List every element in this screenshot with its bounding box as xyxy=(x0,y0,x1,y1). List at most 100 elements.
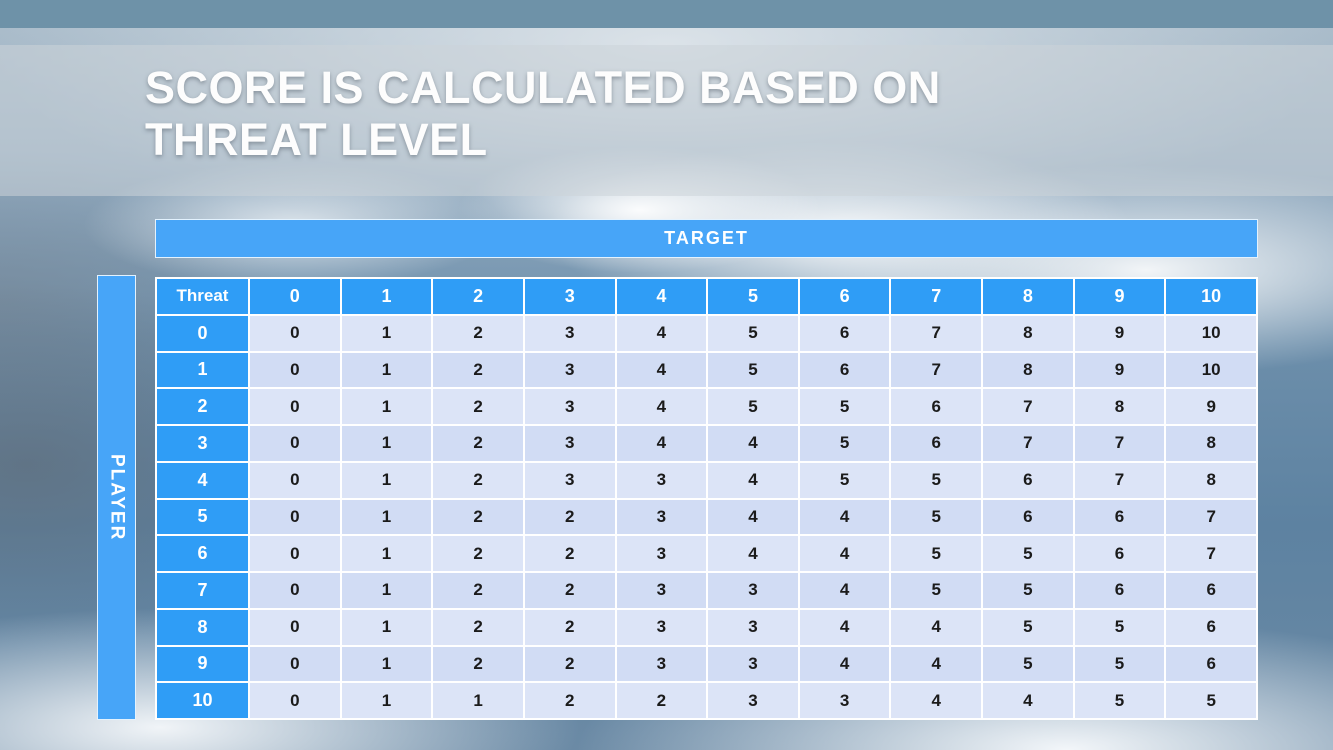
score-cell: 2 xyxy=(433,352,523,388)
player-row-header: 0 xyxy=(157,315,248,351)
score-cell: 3 xyxy=(616,462,707,498)
score-cell: 6 xyxy=(1074,499,1165,535)
target-column-header: 6 xyxy=(799,279,890,314)
score-cell: 4 xyxy=(799,536,890,571)
score-cell: 6 xyxy=(799,352,890,388)
score-cell: 2 xyxy=(433,536,523,571)
score-cell: 8 xyxy=(1166,426,1256,461)
score-cell: 3 xyxy=(524,389,615,424)
score-cell: 8 xyxy=(1074,389,1165,424)
score-cell: 6 xyxy=(1074,573,1165,608)
score-cell: 6 xyxy=(1166,609,1256,645)
score-cell: 3 xyxy=(708,609,798,645)
score-cell: 5 xyxy=(891,462,982,498)
score-cell: 1 xyxy=(341,683,432,718)
score-cell: 6 xyxy=(983,499,1073,535)
score-cell: 6 xyxy=(983,462,1073,498)
target-column-header: 10 xyxy=(1166,279,1256,314)
score-cell: 2 xyxy=(524,646,615,682)
target-column-header: 9 xyxy=(1074,279,1165,314)
score-cell: 4 xyxy=(891,683,982,718)
score-cell: 3 xyxy=(708,683,798,718)
score-cell: 4 xyxy=(616,352,707,388)
score-cell: 5 xyxy=(983,573,1073,608)
score-cell: 5 xyxy=(1074,609,1165,645)
score-cell: 7 xyxy=(983,389,1073,424)
score-cell: 2 xyxy=(524,609,615,645)
score-cell: 10 xyxy=(1166,352,1256,388)
score-cell: 0 xyxy=(250,536,340,571)
score-cell: 9 xyxy=(1074,315,1165,351)
score-cell: 0 xyxy=(250,646,340,682)
score-cell: 1 xyxy=(341,609,432,645)
score-cell: 9 xyxy=(1166,389,1256,424)
score-cell: 10 xyxy=(1166,315,1256,351)
score-cell: 5 xyxy=(708,389,798,424)
player-row-header: 6 xyxy=(157,536,248,571)
score-cell: 0 xyxy=(250,426,340,461)
score-cell: 4 xyxy=(799,609,890,645)
score-cell: 4 xyxy=(708,426,798,461)
score-cell: 0 xyxy=(250,315,340,351)
player-row-header: 5 xyxy=(157,499,248,535)
score-cell: 3 xyxy=(616,536,707,571)
title-line-2: THREAT LEVEL xyxy=(145,114,488,166)
score-cell: 1 xyxy=(341,462,432,498)
target-column-header: 1 xyxy=(341,279,432,314)
score-cell: 2 xyxy=(524,536,615,571)
score-cell: 1 xyxy=(341,646,432,682)
score-cell: 4 xyxy=(799,646,890,682)
score-cell: 1 xyxy=(341,389,432,424)
score-cell: 3 xyxy=(616,573,707,608)
score-cell: 5 xyxy=(1074,646,1165,682)
score-cell: 5 xyxy=(983,609,1073,645)
player-row-header: 9 xyxy=(157,646,248,682)
target-column-header: 0 xyxy=(250,279,340,314)
score-cell: 3 xyxy=(524,462,615,498)
score-cell: 3 xyxy=(708,573,798,608)
score-cell: 5 xyxy=(983,536,1073,571)
score-cell: 1 xyxy=(341,536,432,571)
score-cell: 6 xyxy=(1074,536,1165,571)
title-line-1: SCORE IS CALCULATED BASED ON xyxy=(145,62,941,113)
score-cell: 2 xyxy=(524,499,615,535)
score-cell: 1 xyxy=(341,352,432,388)
score-cell: 0 xyxy=(250,609,340,645)
title-band: SCORE IS CALCULATED BASED ON THREAT LEVE… xyxy=(0,45,1333,196)
score-cell: 4 xyxy=(616,389,707,424)
score-cell: 5 xyxy=(708,352,798,388)
score-cell: 0 xyxy=(250,683,340,718)
score-cell: 7 xyxy=(891,352,982,388)
score-cell: 3 xyxy=(524,352,615,388)
target-axis-label: TARGET xyxy=(664,228,749,248)
score-cell: 8 xyxy=(1166,462,1256,498)
player-row-header: 10 xyxy=(157,683,248,718)
score-cell: 7 xyxy=(1166,536,1256,571)
score-cell: 5 xyxy=(799,462,890,498)
score-cell: 3 xyxy=(708,646,798,682)
target-column-header: 8 xyxy=(983,279,1073,314)
score-cell: 7 xyxy=(1166,499,1256,535)
score-cell: 1 xyxy=(341,426,432,461)
score-cell: 7 xyxy=(1074,462,1165,498)
top-accent-bar xyxy=(0,0,1333,28)
score-cell: 6 xyxy=(1166,646,1256,682)
score-cell: 5 xyxy=(799,426,890,461)
player-row-header: 7 xyxy=(157,573,248,608)
score-cell: 1 xyxy=(341,315,432,351)
score-cell: 0 xyxy=(250,573,340,608)
player-row-header: 4 xyxy=(157,462,248,498)
player-row-header: 1 xyxy=(157,352,248,388)
score-cell: 2 xyxy=(524,683,615,718)
score-cell: 8 xyxy=(983,352,1073,388)
score-cell: 2 xyxy=(433,315,523,351)
score-cell: 4 xyxy=(799,499,890,535)
score-table: Threat 0 1 2 3 4 5 6 7 8 9 10 0 0 1 2 3 4 5 6 7 8 9 10 1 0 1 2 3 4 5 6 7… xyxy=(155,277,1258,720)
score-cell: 3 xyxy=(616,499,707,535)
score-cell: 4 xyxy=(616,426,707,461)
score-cell: 2 xyxy=(433,389,523,424)
player-row-header: 2 xyxy=(157,389,248,424)
score-cell: 7 xyxy=(891,315,982,351)
score-cell: 0 xyxy=(250,389,340,424)
